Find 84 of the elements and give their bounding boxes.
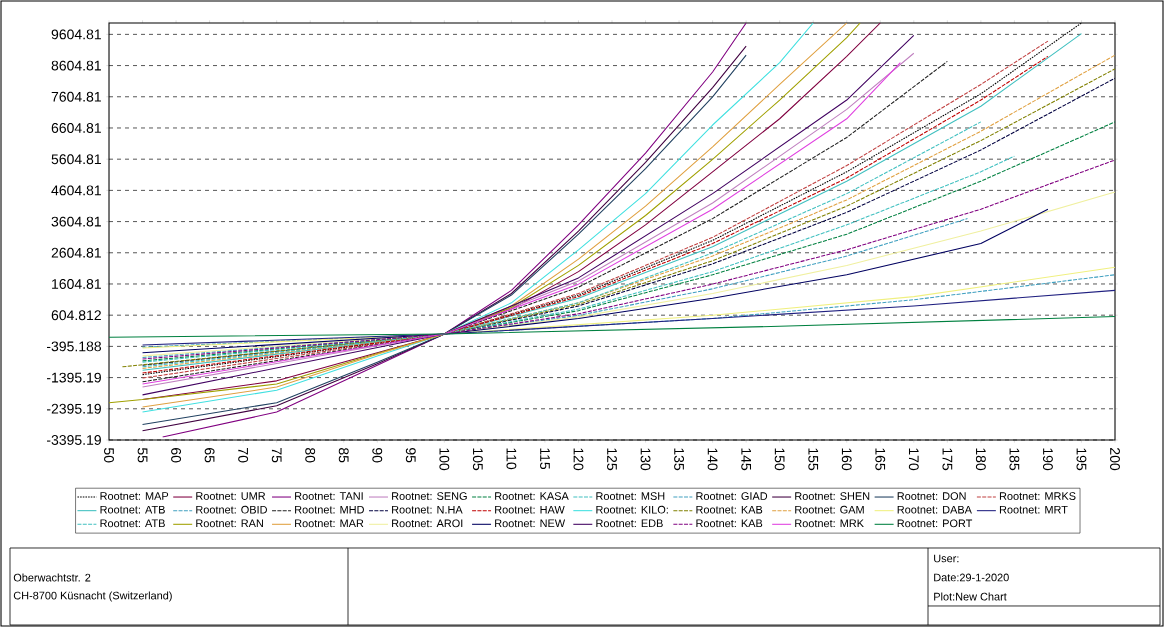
y-tick-label: 3604.81	[51, 216, 101, 227]
legend-label: Rootnet: PORT	[897, 519, 973, 528]
text: Plot:New Chart	[934, 592, 1007, 601]
y-tick-label: 604.812	[51, 310, 101, 321]
legend-label: Rootnet: SHEN	[795, 492, 870, 500]
legend-label: Rootnet: DABA	[897, 505, 972, 514]
text: Oberwachtstr. 2	[13, 573, 91, 582]
y-tick-label: 4604.81	[51, 185, 101, 196]
x-tick-label: 70	[238, 448, 249, 463]
y-tick-label: -1395.19	[46, 372, 101, 383]
y-tick-label: 2604.81	[51, 247, 101, 258]
x-tick-label: 185	[1009, 448, 1020, 471]
x-tick-label: 55	[137, 447, 148, 463]
x-tick-label: 200	[1110, 448, 1120, 471]
text: User:	[934, 554, 959, 563]
legend-label: Rootnet: GAM	[795, 505, 864, 514]
legend-label: Rootnet: ATB	[100, 519, 165, 528]
legend-label: Rootnet: MRT	[999, 505, 1068, 514]
x-tick-label: 145	[741, 448, 752, 471]
x-tick-label: 160	[841, 448, 852, 471]
x-tick-label: 165	[875, 448, 886, 471]
legend-label: Rootnet: MRK	[795, 519, 864, 528]
y-tick-label: 1604.81	[52, 279, 101, 289]
legend-label: Rootnet: KASA	[495, 492, 569, 500]
legend-label: Rootnet: NEW	[495, 519, 566, 528]
legend-label: Rootnet: HAW	[495, 505, 565, 514]
x-tick-label: 75	[271, 448, 282, 463]
legend-label: Rootnet: OBID	[196, 505, 267, 514]
x-tick-label: 180	[975, 448, 986, 471]
x-tick-label: 190	[1042, 448, 1053, 471]
line-series	[142, 191, 1115, 357]
y-tick-label: 6604.81	[51, 123, 101, 133]
line-series	[142, 208, 1049, 354]
legend-label: Rootnet: DON	[897, 492, 966, 500]
x-tick-label: 105	[472, 448, 483, 471]
x-tick-label: 95	[405, 448, 416, 463]
legend-label: Rootnet: ATB	[100, 505, 165, 514]
line-series	[109, 316, 1115, 338]
legend-label: Rootnet: KAB	[696, 519, 763, 528]
x-tick-label: 85	[338, 447, 349, 463]
legend-label: Rootnet: N.HA	[392, 505, 463, 514]
legend-label: Rootnet: RAN	[196, 519, 263, 528]
x-tick-label: 60	[171, 448, 182, 463]
legend-label: Rootnet: EDB	[596, 519, 663, 528]
x-tick-label: 130	[640, 448, 651, 471]
x-tick-label: 150	[774, 448, 785, 471]
x-tick-label: 135	[674, 448, 685, 471]
x-tick-label: 155	[808, 448, 819, 471]
text: Date:29-1-2020	[934, 573, 1009, 582]
y-tick-label: 7604.81	[51, 91, 101, 102]
line-series	[142, 289, 1115, 346]
legend-label: Rootnet: GIAD	[696, 492, 768, 500]
y-tick-label: -395.188	[46, 341, 102, 352]
legend-label: Rootnet: MAP	[100, 492, 169, 500]
x-tick-label: 125	[607, 448, 617, 471]
x-tick-label: 80	[305, 447, 316, 463]
x-tick-label: 120	[573, 448, 584, 471]
text: CH-8700 Küsnacht (Switzerland)	[13, 591, 172, 602]
legend-label: Rootnet: UMR	[196, 492, 266, 500]
y-tick-label: 8604.81	[51, 60, 101, 71]
legend-label: Rootnet: SENG	[392, 492, 467, 500]
legend-label: Rootnet: AROI	[392, 519, 463, 528]
x-tick-label: 170	[908, 448, 919, 471]
x-tick-label: 65	[204, 448, 215, 463]
legend-label: Rootnet: TANI	[295, 492, 363, 500]
x-tick-label: 90	[372, 448, 383, 463]
x-tick-label: 175	[942, 448, 953, 471]
x-tick-label: 140	[707, 448, 718, 471]
legend-label: Rootnet: MHD	[295, 505, 364, 514]
legend-label: Rootnet: KAB	[696, 505, 763, 514]
x-tick-label: 110	[506, 448, 517, 470]
legend-label: Rootnet: MSH	[596, 492, 665, 500]
legend-label: Rootnet: MRKS	[999, 492, 1076, 500]
line-series	[142, 121, 1115, 362]
y-tick-label: -2395.19	[46, 403, 101, 414]
x-tick-label: 115	[540, 448, 550, 470]
y-tick-label: -3395.19	[46, 435, 101, 445]
x-tick-label: 100	[439, 448, 450, 471]
x-tick-label: 50	[104, 447, 114, 463]
y-tick-label: 5604.81	[51, 154, 101, 165]
x-tick-label: 195	[1076, 448, 1087, 471]
y-tick-label: 9604.81	[51, 29, 101, 40]
legend-label: Rootnet: KILO:	[596, 505, 668, 514]
legend-label: Rootnet: MAR	[295, 519, 364, 528]
